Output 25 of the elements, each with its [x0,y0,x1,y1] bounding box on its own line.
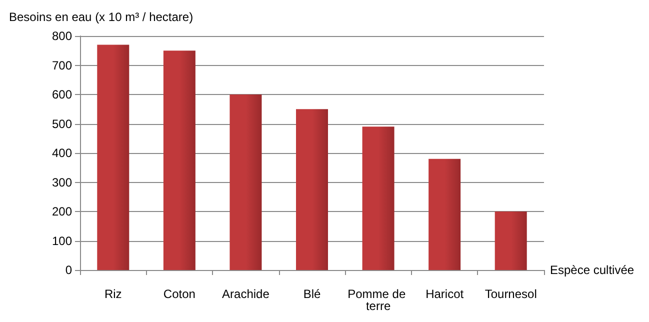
bar [362,126,394,270]
bar [296,109,328,270]
y-tick-label: 400 [52,146,72,160]
bar [97,44,130,270]
y-tick-label: 600 [52,88,72,102]
y-tick-label: 800 [52,29,72,43]
x-axis-title: Espèce cultivée [550,263,634,277]
y-tick-label: 100 [52,234,72,248]
y-tick-label: 0 [65,263,72,277]
x-tick-label: Coton [163,287,196,301]
x-tick-label: Blé [303,287,321,301]
bar [494,212,527,270]
y-axis-title: Besoins en eau (x 10 m³ / hectare) [9,10,194,24]
x-tick-label: Arachide [222,287,270,301]
x-tick-label: Tournesol [484,287,537,301]
y-tick-label: 700 [52,58,72,72]
y-tick-label: 200 [52,204,72,218]
x-tick-label: Pomme de terre [348,287,409,313]
x-tick-label: Haricot [426,287,464,301]
x-tick-label: Riz [104,287,122,301]
bar [163,50,196,270]
y-tick-label: 300 [52,175,72,190]
bar [428,158,461,270]
y-tick-label: 500 [52,116,72,131]
bar [230,94,262,270]
